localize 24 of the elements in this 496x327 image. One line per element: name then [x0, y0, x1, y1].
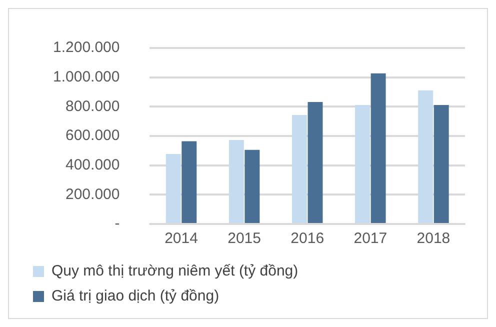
bar	[355, 105, 370, 223]
bar	[182, 141, 197, 223]
bar	[418, 90, 434, 223]
y-tick-label: 1.000.000	[52, 68, 120, 86]
x-tick-label: 2018	[416, 230, 450, 248]
x-tick-label: 2016	[290, 230, 324, 248]
bar	[370, 73, 386, 223]
x-tick-label: 2017	[354, 230, 388, 248]
y-tick-label: 1.200.000	[52, 39, 120, 56]
legend-label: Giá trị giao dịch (tỷ đồng)	[52, 288, 220, 305]
y-tick-label: 200.000	[65, 186, 120, 203]
x-tick-label: 2015	[228, 230, 261, 248]
bar	[166, 154, 181, 223]
x-tick-label: 2014	[164, 230, 198, 248]
bar	[228, 140, 244, 223]
bar	[244, 150, 260, 223]
y-tick-label: 800.000	[65, 98, 120, 115]
y-tick-label: 400.000	[65, 156, 120, 174]
y-tick-label: 600.000	[65, 127, 120, 144]
bar	[292, 115, 307, 223]
bar	[308, 102, 323, 223]
legend-label: Quy mô thị trường niêm yết (tỷ đồng)	[52, 262, 298, 280]
y-tick-label: -	[114, 215, 120, 232]
bar	[434, 105, 449, 223]
